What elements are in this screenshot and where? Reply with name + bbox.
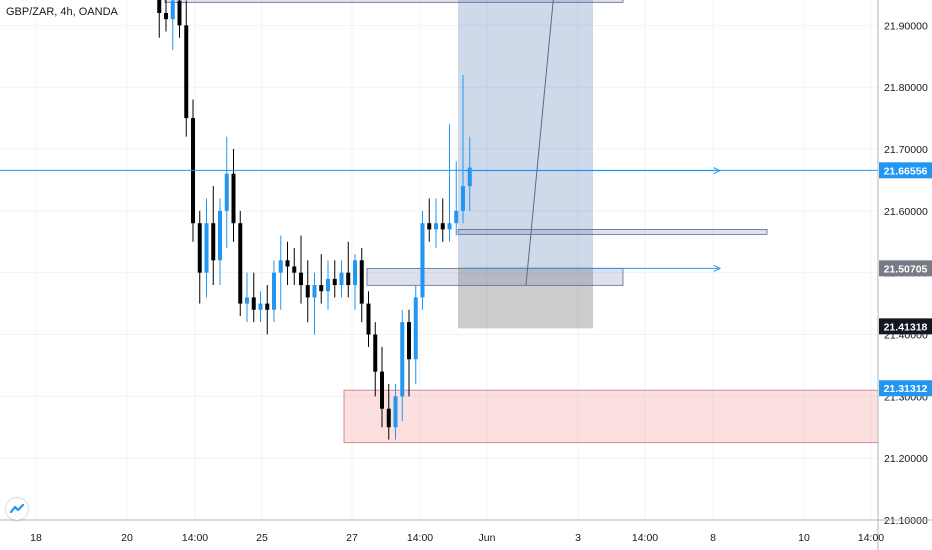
x-tick-label: 10 xyxy=(798,532,810,544)
candle-body xyxy=(326,278,330,292)
y-tick-label: 21.10000 xyxy=(884,515,928,527)
candlestick-series xyxy=(157,0,472,440)
price-label: 21.41318 xyxy=(884,321,928,333)
y-tick-label: 21.60000 xyxy=(884,206,928,218)
candle-body xyxy=(359,260,364,304)
price-label-box xyxy=(879,162,932,179)
candle-body xyxy=(461,186,465,211)
time-axis[interactable]: 18 20 14:00 25 27 14:00 Jun 3 14:00 8 10 14:00 xyxy=(0,519,932,544)
resistance-zone xyxy=(164,0,624,3)
candle-body xyxy=(157,0,162,13)
candle-body xyxy=(184,25,189,119)
candle-body xyxy=(353,260,357,286)
arrow-right-lower-head xyxy=(713,264,722,272)
chart-overlay: DAILY BROKEN SPPORT xyxy=(0,0,878,286)
y-tick-label: 21.80000 xyxy=(884,82,928,94)
candle-body xyxy=(299,272,303,286)
projection-arrow xyxy=(525,0,554,286)
candle-body xyxy=(258,303,263,310)
x-tick-label: 25 xyxy=(256,532,268,544)
candle-body xyxy=(285,260,290,267)
demand-zone xyxy=(343,389,879,444)
y-tick-label: 21.20000 xyxy=(884,453,928,465)
arrow-right-upper-head xyxy=(713,167,722,175)
price-label-box xyxy=(879,318,932,335)
x-tick-label: 14:00 xyxy=(407,532,433,544)
candle-body xyxy=(339,272,344,286)
candle-body xyxy=(319,285,324,292)
chart-zones xyxy=(164,0,879,444)
candle-body xyxy=(386,408,391,428)
y-tick-label: 21.90000 xyxy=(884,20,928,32)
candle-body xyxy=(177,0,182,26)
tradingview-logo[interactable] xyxy=(6,498,28,520)
candle-body xyxy=(393,396,398,428)
price-label: 21.50705 xyxy=(884,263,928,275)
candle-body xyxy=(346,272,351,286)
candle-body xyxy=(197,223,202,273)
y-tick-label: 21.70000 xyxy=(884,144,928,156)
candle-body xyxy=(278,260,283,273)
candle-body xyxy=(272,272,276,310)
candle-body xyxy=(292,266,297,273)
price-label-box xyxy=(879,380,932,397)
candle-body xyxy=(224,173,229,211)
price-label-box xyxy=(879,260,932,277)
price-label: 21.31312 xyxy=(884,383,928,395)
candle-body xyxy=(427,223,432,230)
candle-body xyxy=(238,223,243,304)
candle-body xyxy=(400,322,405,397)
candle-body xyxy=(305,285,310,298)
symbol-title: GBP/ZAR, 4h, OANDA xyxy=(6,6,118,18)
x-tick-label: 8 xyxy=(710,532,716,544)
x-tick-label: 14:00 xyxy=(632,532,658,544)
stop-zone xyxy=(458,266,593,329)
candle-body xyxy=(265,303,270,310)
price-axis[interactable]: 22.8000022.7000022.6000022.5000022.40000… xyxy=(877,0,932,550)
x-tick-label: 14:00 xyxy=(182,532,208,544)
candle-body xyxy=(332,278,337,286)
candle-body xyxy=(164,12,168,20)
chart-grid xyxy=(0,0,878,521)
candle-body xyxy=(434,223,438,230)
x-tick-label: Jun xyxy=(479,532,496,544)
candle-body xyxy=(467,167,472,187)
candle-body xyxy=(211,223,216,261)
candle-body xyxy=(440,223,445,230)
candle-body xyxy=(231,173,236,224)
price-label: 21.66556 xyxy=(884,165,928,177)
candle-body xyxy=(170,0,175,20)
x-tick-label: 20 xyxy=(121,532,133,544)
x-tick-label: 27 xyxy=(346,532,358,544)
chart-logo-icon xyxy=(9,503,25,514)
candle-body xyxy=(204,223,209,273)
candle-body xyxy=(420,223,425,298)
candle-body xyxy=(413,297,418,360)
candle-body xyxy=(373,334,378,372)
x-tick-label: 3 xyxy=(575,532,581,544)
thin-zone xyxy=(457,228,768,235)
candle-body xyxy=(447,223,452,230)
candle-body xyxy=(245,297,249,304)
candle-body xyxy=(251,297,256,310)
x-tick-label: 18 xyxy=(30,532,42,544)
candle-body xyxy=(454,210,459,224)
candle-body xyxy=(366,303,371,335)
candle-body xyxy=(312,285,317,298)
support-zone xyxy=(366,267,624,286)
target-zone xyxy=(458,0,593,267)
candle-body xyxy=(380,371,384,409)
candle-body xyxy=(218,210,222,261)
candle-body xyxy=(407,322,411,360)
x-tick-label: 14:00 xyxy=(858,532,884,544)
